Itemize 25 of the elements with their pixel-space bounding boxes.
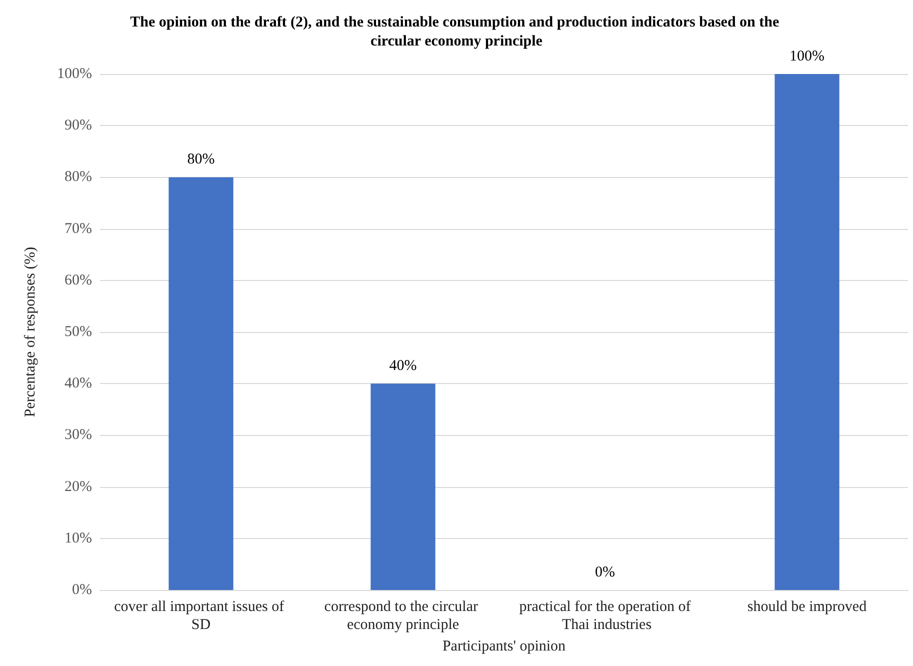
chart-title: The opinion on the draft (2), and the sustainable consumption and production indicators based on the circular economy principle [130,14,783,50]
y-tick-label: 10% [64,530,92,546]
y-tick-label: 80% [64,169,92,186]
bar [774,74,840,590]
data-label: 80% [187,152,215,168]
x-axis-title: Participants' opinion [442,638,566,654]
x-tick-label: correspond to the circular economy principle [324,599,482,633]
y-tick-label: 100% [57,66,92,82]
y-tick-label: 0% [72,582,92,598]
data-label: 100% [790,48,824,64]
y-tick-label: 40% [64,376,92,392]
x-tick-label: practical for the operation of Thai industries [519,599,691,633]
x-tick-label: cover all important issues of SD [114,599,288,633]
data-label: 40% [389,358,417,374]
y-axis-title: Percentage of responses (%) [22,246,38,418]
bar [168,177,234,590]
data-label: 0% [595,564,615,580]
y-tick-label: 20% [64,478,92,495]
y-tick-label: 70% [64,220,92,237]
y-tick-label: 50% [64,324,92,340]
bar [370,384,436,590]
y-tick-label: 30% [64,427,92,444]
x-tick-label: should be improved [747,599,868,615]
y-tick-label: 60% [64,272,92,288]
y-tick-label: 90% [64,118,92,134]
